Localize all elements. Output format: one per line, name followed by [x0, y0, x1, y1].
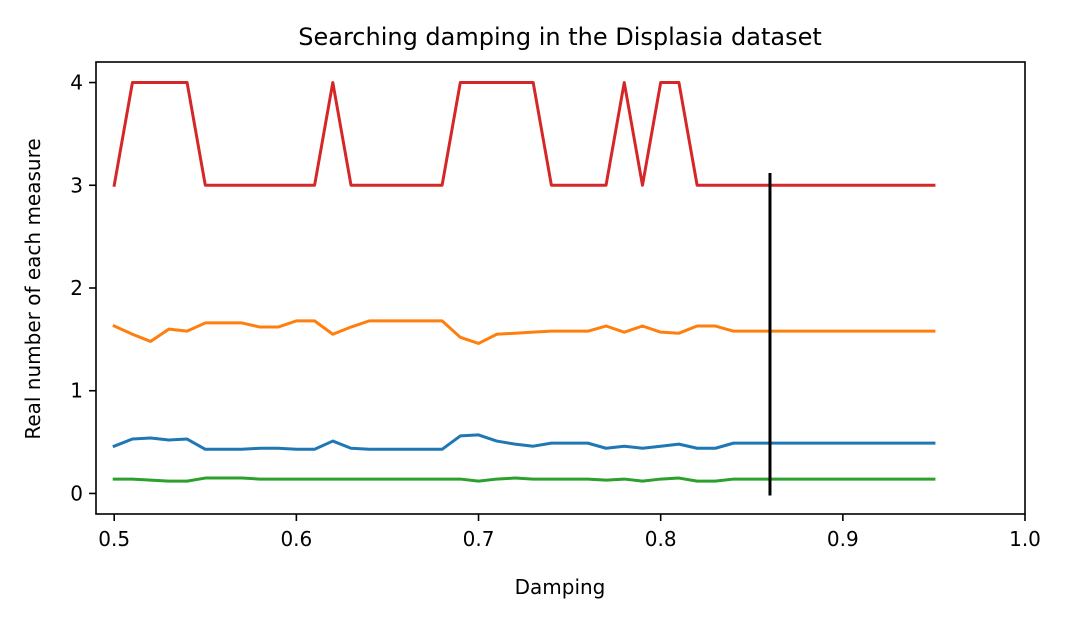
- y-tick-label: 2: [70, 276, 83, 300]
- series-line-1: [112, 433, 936, 451]
- y-axis: 0 1 2 3 4: [70, 71, 96, 505]
- series-line-3: [112, 476, 936, 483]
- x-axis: 0.5 0.6 0.7 0.8 0.9 1.0: [98, 514, 1041, 551]
- x-axis-label: Damping: [515, 575, 606, 599]
- y-axis-label: Real number of each measure: [21, 138, 45, 439]
- x-tick-label: 1.0: [1009, 527, 1041, 551]
- x-tick-label: 0.7: [463, 527, 495, 551]
- x-tick-label: 0.5: [98, 527, 130, 551]
- y-tick-label: 0: [70, 481, 83, 505]
- y-tick-label: 4: [70, 71, 83, 95]
- chart-title: Searching damping in the Displasia datas…: [298, 23, 822, 51]
- x-tick-label: 0.9: [827, 527, 859, 551]
- x-tick-label: 0.6: [280, 527, 312, 551]
- x-tick-label: 0.8: [645, 527, 677, 551]
- series-line-4: [112, 81, 936, 188]
- series-layer: [112, 81, 936, 483]
- series-line-2: [112, 319, 936, 345]
- y-tick-label: 3: [70, 173, 83, 197]
- y-tick-label: 1: [70, 379, 83, 403]
